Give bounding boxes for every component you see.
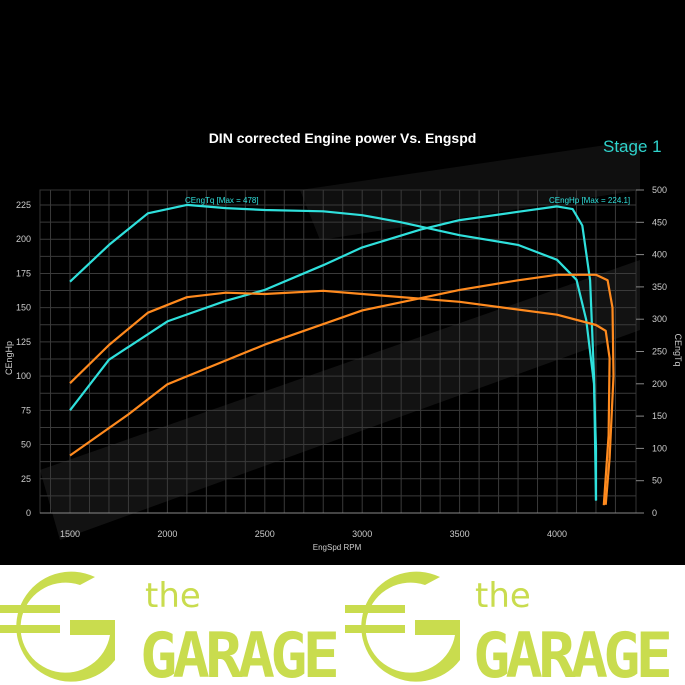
y-left-tick-label: 200	[16, 234, 31, 244]
x-tick-label: 1500	[60, 529, 80, 539]
series-stock-power	[69, 273, 615, 505]
garage-logo: the GARAGE	[345, 571, 673, 685]
y-left-tick-label: 150	[16, 303, 31, 313]
stage-badge: Stage 1	[603, 137, 662, 156]
logo-big-text: GARAGE	[473, 619, 673, 685]
footer-banner: the GARAGE the GARAGE	[0, 565, 685, 685]
x-axis-label: EngSpd RPM	[313, 543, 362, 552]
y-right-tick-label: 450	[652, 217, 667, 227]
chart-title: DIN corrected Engine power Vs. Engspd	[208, 130, 477, 146]
logo-small-text: the	[475, 576, 531, 616]
x-tick-label: 3000	[352, 529, 372, 539]
x-tick-label: 3500	[450, 529, 470, 539]
y-left-tick-label: 125	[16, 337, 31, 347]
y-left-tick-label: 100	[16, 371, 31, 381]
logo-big-text: GARAGE	[140, 619, 340, 685]
annotation-torque-max: CEngTq [Max = 478]	[185, 196, 259, 205]
axis-labels: CEngTq [Max = 478] CEngHp [Max = 224.1] …	[4, 196, 683, 552]
series-lines	[69, 203, 615, 506]
annotation-power-max: CEngHp [Max = 224.1]	[549, 196, 630, 205]
series-tuned-power	[69, 205, 598, 501]
y-right-tick-label: 50	[652, 476, 662, 486]
garage-g-icon	[345, 571, 460, 682]
y-right-tick-label: 100	[652, 443, 667, 453]
series-tuned-torque	[69, 203, 598, 501]
y-right-tick-label: 300	[652, 314, 667, 324]
x-tick-label: 2000	[157, 529, 177, 539]
x-tick-label: 2500	[255, 529, 275, 539]
y-right-tick-label: 400	[652, 250, 667, 260]
y-right-tick-label: 350	[652, 282, 667, 292]
dyno-chart: 1500 2000 2500 3000 3500 40000255075100125150…	[4, 140, 683, 552]
series-stock-torque	[69, 289, 611, 506]
logo-small-text: the	[145, 576, 201, 616]
y-left-tick-label: 50	[21, 440, 31, 450]
y-left-tick-label: 0	[26, 508, 31, 518]
garage-logo: the GARAGE	[0, 571, 340, 685]
garage-g-icon	[0, 571, 115, 682]
y-left-tick-label: 225	[16, 200, 31, 210]
y-right-tick-label: 500	[652, 185, 667, 195]
y-left-tick-label: 175	[16, 268, 31, 278]
y-axis-label-left: CEngHp	[4, 341, 14, 375]
y-left-tick-label: 25	[21, 474, 31, 484]
y-right-tick-label: 200	[652, 379, 667, 389]
y-right-tick-label: 0	[652, 508, 657, 518]
axes: 1500 2000 2500 3000 3500 40000255075100125150…	[16, 185, 667, 539]
y-left-tick-label: 75	[21, 405, 31, 415]
y-axis-label-right: CEngTq	[673, 333, 683, 366]
y-right-tick-label: 250	[652, 347, 667, 357]
x-tick-label: 4000	[547, 529, 567, 539]
y-right-tick-label: 150	[652, 411, 667, 421]
